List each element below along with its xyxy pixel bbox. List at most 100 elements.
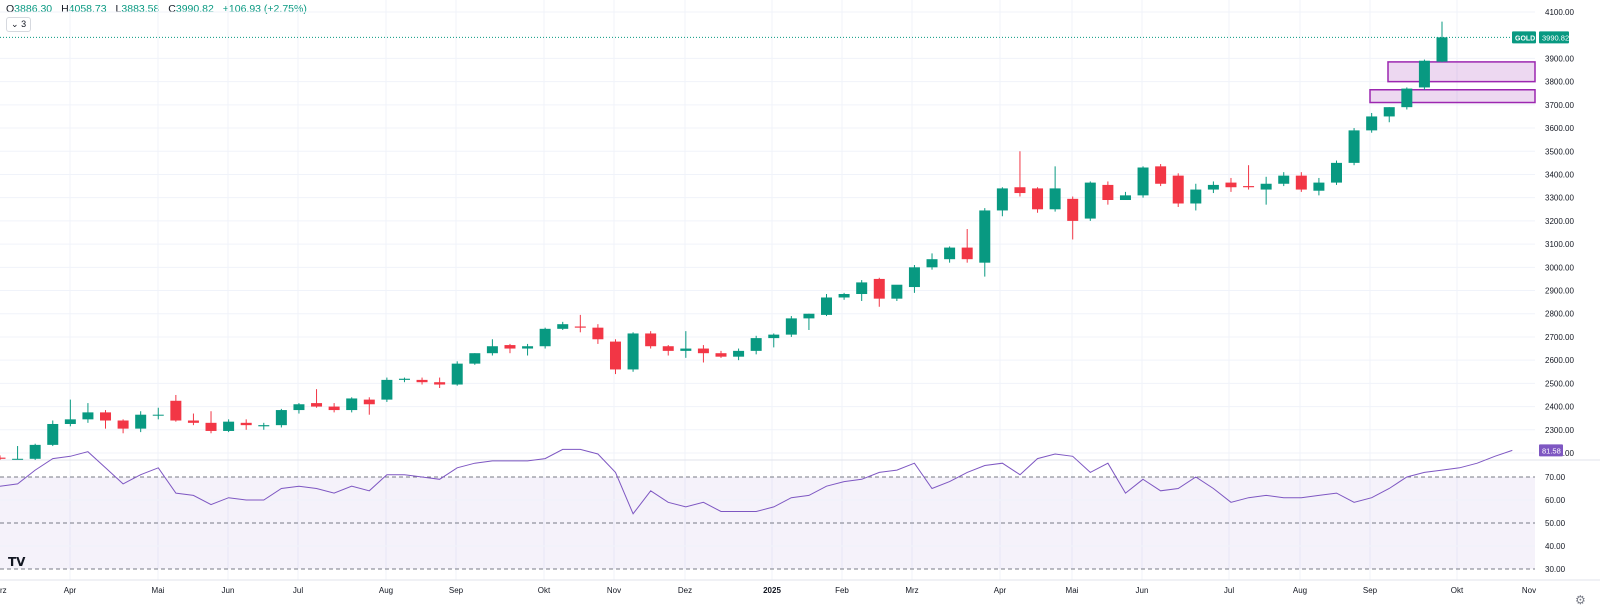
time-tick-label: Jun xyxy=(1136,586,1149,595)
time-tick-label: Apr xyxy=(994,586,1007,595)
candle-body xyxy=(1295,175,1307,190)
candle-body xyxy=(961,247,973,260)
candle-body xyxy=(539,328,551,347)
open-label: O xyxy=(6,3,15,15)
symbol-tag-label: GOLD xyxy=(1515,35,1535,42)
candle-body xyxy=(1049,188,1061,210)
candle-body xyxy=(0,457,6,459)
price-tick-label: 2900.00 xyxy=(1545,287,1574,296)
time-tick-label: Okt xyxy=(1451,586,1464,595)
price-tick-label: 3300.00 xyxy=(1545,194,1574,203)
candle-body xyxy=(803,313,815,319)
time-tick-label: Aug xyxy=(1293,586,1307,595)
supply-zone-rect xyxy=(1387,61,1536,83)
candle-body xyxy=(1014,187,1026,194)
candle-body xyxy=(1032,188,1044,210)
time-tick-label: Sep xyxy=(449,586,464,595)
price-tick-label: 3500.00 xyxy=(1545,147,1574,156)
candle-body xyxy=(627,333,639,370)
candle-body xyxy=(574,326,586,328)
candle-body xyxy=(697,348,709,354)
candle-body xyxy=(733,350,745,357)
price-tick-label: 2500.00 xyxy=(1545,379,1574,388)
price-tick-label: 2700.00 xyxy=(1545,333,1574,342)
rsi-tick-label: 60.00 xyxy=(1545,496,1566,505)
chevron-down-icon: ⌄ xyxy=(11,19,19,29)
candle-body xyxy=(434,382,446,385)
candle-body xyxy=(1418,60,1430,88)
candle-body xyxy=(1102,184,1114,201)
candle-body xyxy=(1260,183,1272,190)
candle-body xyxy=(821,297,833,315)
candle-body xyxy=(187,420,199,423)
indicators-toggle-button[interactable]: ⌄ 3 xyxy=(6,17,32,32)
candle-body xyxy=(522,346,534,349)
price-tick-label: 3900.00 xyxy=(1545,54,1574,63)
price-tick-label: 4100.00 xyxy=(1545,8,1574,17)
price-tick-label: 2300.00 xyxy=(1545,426,1574,435)
candle-body xyxy=(557,324,569,329)
last-price-tag-label: 3990.82 xyxy=(1542,33,1569,42)
candle-body xyxy=(1436,37,1448,62)
candle-body xyxy=(64,419,76,424)
rsi-last-tag xyxy=(1539,444,1563,457)
time-tick-label: Mai xyxy=(1066,586,1079,595)
price-tick-label: 3800.00 xyxy=(1545,78,1574,87)
candle-body xyxy=(873,278,885,299)
rsi-tick-label: 50.00 xyxy=(1545,519,1566,528)
price-tick-label: 2600.00 xyxy=(1545,356,1574,365)
candle-body xyxy=(1155,166,1167,184)
time-tick-label: Okt xyxy=(538,586,551,595)
price-tick-label: 3100.00 xyxy=(1545,240,1574,249)
high-label: H xyxy=(61,3,69,15)
candle-body xyxy=(47,423,59,445)
candle-body xyxy=(1348,130,1360,163)
rsi-tick-label: 30.00 xyxy=(1545,565,1566,574)
gear-icon[interactable]: ⚙ xyxy=(1575,593,1586,607)
candle-body xyxy=(1137,167,1149,196)
rsi-tick-label: 40.00 xyxy=(1545,542,1566,551)
candle-body xyxy=(1366,116,1378,131)
candle-body xyxy=(117,420,129,429)
candle-body xyxy=(768,334,780,339)
time-tick-label: 2025 xyxy=(763,586,781,595)
candle-body xyxy=(381,379,393,400)
time-tick-label: Sep xyxy=(1363,586,1378,595)
price-tick-label: 3700.00 xyxy=(1545,101,1574,110)
candle-body xyxy=(135,414,147,429)
candle-body xyxy=(609,341,621,370)
last-price-tag xyxy=(1539,31,1569,44)
time-tick-label: Mrz xyxy=(905,586,918,595)
candle-body xyxy=(82,412,94,420)
candle-body xyxy=(346,398,358,411)
candle-body xyxy=(486,346,498,354)
candle-body xyxy=(293,404,305,411)
close-label: C xyxy=(168,3,176,15)
candle-body xyxy=(240,422,252,426)
time-tick-label: Jul xyxy=(1224,586,1234,595)
time-tick-label: Mai xyxy=(152,586,165,595)
time-tick-label: Apr xyxy=(64,586,77,595)
candle-body xyxy=(1330,162,1342,183)
candle-body xyxy=(29,444,41,459)
candle-body xyxy=(908,267,920,288)
rsi-tick-label: 70.00 xyxy=(1545,473,1566,482)
candle-body xyxy=(1190,189,1202,204)
candle-body xyxy=(416,379,428,383)
symbol-tag xyxy=(1512,31,1536,44)
time-tick-label: Aug xyxy=(379,586,393,595)
candle-body xyxy=(750,338,762,351)
candle-body xyxy=(504,345,516,349)
tradingview-logo-icon[interactable]: TV xyxy=(8,555,26,569)
candle-body xyxy=(363,399,375,405)
price-tick-label: 3600.00 xyxy=(1545,124,1574,133)
candle-body xyxy=(100,412,112,421)
time-tick-label: Nov xyxy=(1522,586,1536,595)
candle-body xyxy=(926,259,938,268)
candle-body xyxy=(398,378,410,380)
candle-body xyxy=(856,282,868,295)
candle-body xyxy=(311,403,323,407)
candle-body xyxy=(944,247,956,260)
candle-body xyxy=(715,353,727,357)
